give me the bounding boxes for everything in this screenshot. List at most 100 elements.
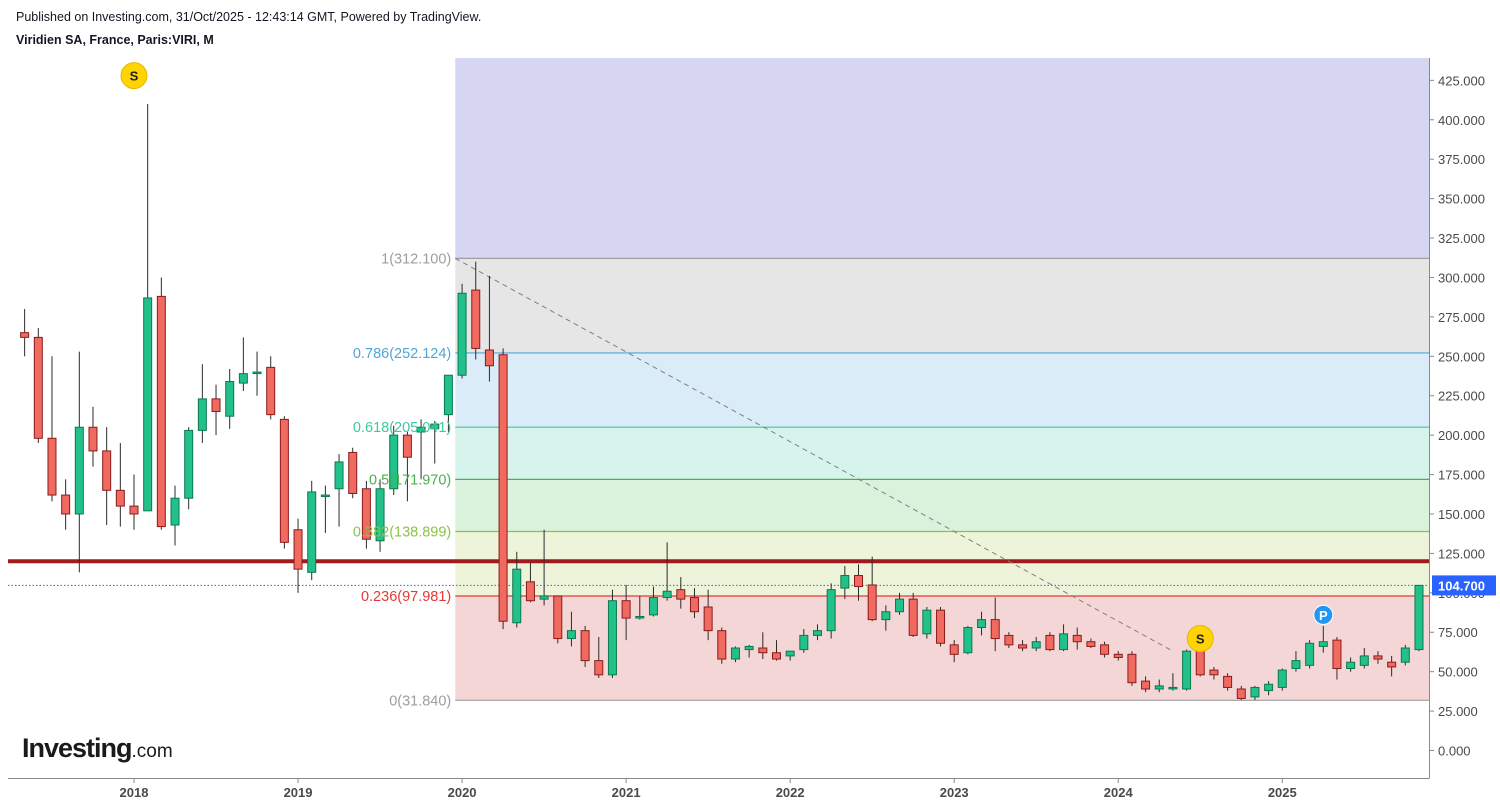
fib-level-label: 0(31.840): [389, 693, 451, 709]
candle: [1168, 673, 1178, 691]
candle: [1346, 657, 1356, 672]
candle-body: [635, 615, 645, 619]
candle: [1414, 584, 1424, 652]
candle: [484, 275, 494, 382]
candle-body: [594, 660, 604, 676]
candle: [1004, 632, 1014, 649]
candle: [115, 443, 125, 527]
candle: [771, 640, 781, 661]
fib-level-label: 0.618(205.041): [353, 420, 451, 436]
candles: [20, 104, 1424, 701]
candle-body: [648, 597, 658, 616]
chart-title: Viridien SA, France, Paris:VIRI, M: [16, 33, 214, 47]
candle-body: [389, 434, 399, 490]
candle-body: [1318, 641, 1328, 647]
candle: [621, 584, 631, 641]
candle-body: [744, 645, 754, 651]
candle-body: [963, 627, 973, 654]
candle: [279, 416, 289, 549]
candle-body: [1236, 688, 1246, 699]
candle-body: [1387, 661, 1397, 668]
marker-label: P: [1319, 608, 1328, 623]
candle-body: [129, 505, 139, 515]
candle: [197, 364, 207, 444]
candle: [990, 597, 1000, 652]
candle: [1113, 651, 1123, 661]
candle: [512, 551, 522, 628]
candle: [1332, 636, 1342, 680]
candle-body: [375, 488, 385, 542]
published-note: Published on Investing.com, 31/Oct/2025 …: [16, 10, 482, 24]
candle: [252, 351, 262, 396]
candle-body: [990, 619, 1000, 640]
x-tick-label: 2018: [120, 785, 149, 800]
candle-body: [703, 606, 713, 632]
y-tick-label: 400.000: [1438, 113, 1485, 128]
candle: [1373, 651, 1383, 664]
candle-body: [1414, 584, 1424, 651]
candle-body: [266, 366, 276, 416]
candle: [47, 356, 57, 502]
candle: [1100, 641, 1110, 658]
fib-level-label: 0.786(252.124): [353, 346, 451, 362]
candle-body: [840, 574, 850, 589]
candle-body: [758, 647, 768, 654]
y-tick-label: 175.000: [1438, 468, 1485, 483]
y-tick-label: 0.000: [1438, 744, 1471, 759]
y-tick-label: 425.000: [1438, 73, 1485, 88]
x-tick-label: 2022: [776, 785, 805, 800]
fib-band: [455, 479, 1429, 532]
candle-body: [785, 650, 795, 657]
event-marker: P: [1313, 604, 1334, 625]
candle: [129, 474, 139, 530]
candle-body: [553, 595, 563, 640]
candle: [1400, 644, 1410, 666]
candle-body: [1346, 661, 1356, 670]
candle: [908, 592, 918, 637]
candle: [443, 374, 453, 432]
candle: [1182, 649, 1192, 691]
candle: [102, 427, 112, 526]
plot-area: [8, 58, 1429, 701]
candle: [184, 427, 194, 510]
candle: [1236, 685, 1246, 701]
candle-body: [471, 289, 481, 349]
candle-body: [1018, 644, 1028, 649]
candle-body: [143, 297, 153, 512]
candle: [662, 542, 672, 601]
candle: [785, 650, 795, 661]
candle-body: [33, 336, 43, 439]
candle: [648, 586, 658, 617]
candle-body: [61, 494, 71, 515]
candle-body: [1264, 683, 1274, 692]
candle-body: [1223, 675, 1233, 688]
candle-body: [320, 494, 330, 498]
y-tick-label: 50.000: [1438, 665, 1478, 680]
candle-body: [197, 398, 207, 431]
candle: [348, 447, 358, 499]
marker-circle: [120, 62, 148, 90]
candle-body: [936, 609, 946, 644]
candle: [389, 425, 399, 496]
candle-body: [676, 589, 686, 600]
candle-body: [74, 426, 84, 515]
candle-body: [771, 652, 781, 660]
y-tick-label: 250.000: [1438, 349, 1485, 364]
candle: [744, 644, 754, 658]
candle: [813, 624, 822, 641]
candle-body: [47, 437, 57, 496]
candle-body: [977, 619, 987, 629]
candle: [1359, 648, 1369, 669]
candle: [977, 611, 987, 636]
fib-trend-line: [455, 257, 1174, 652]
x-tick-label: 2024: [1104, 785, 1134, 800]
candle: [156, 277, 166, 530]
y-tick-label: 225.000: [1438, 389, 1485, 404]
candle: [416, 419, 426, 480]
candle: [1086, 638, 1096, 649]
candle-body: [334, 461, 344, 490]
fib-band: [455, 531, 1429, 597]
candle-body: [443, 374, 453, 416]
candle-body: [1168, 686, 1178, 690]
